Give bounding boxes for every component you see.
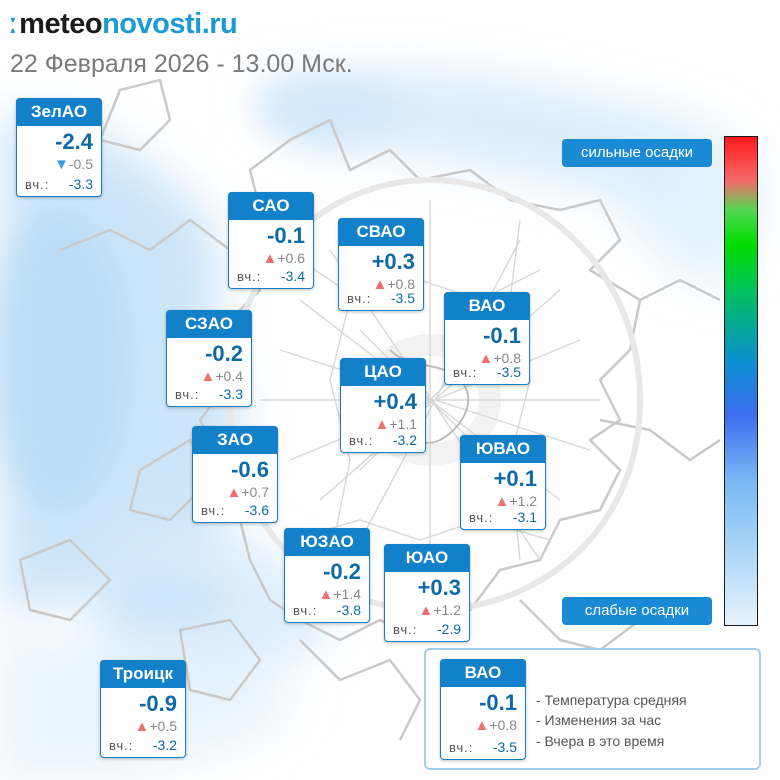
yesterday-label: вч.: <box>469 510 494 525</box>
triangle-up-icon: ▲ <box>478 350 494 367</box>
district-temperature: -0.6 <box>231 457 269 482</box>
district-temperature: -0.2 <box>323 559 361 584</box>
district-yesterday-value: -3.3 <box>68 176 93 192</box>
district-card-svao[interactable]: СВАО +0.3 ▲+0.8 вч.: -3.5 <box>338 218 424 311</box>
district-hourly-change: ▲+1.2 <box>418 602 462 619</box>
logo-text-novosti: novosti.ru <box>102 8 238 40</box>
district-yesterday-value: -3.2 <box>152 737 177 753</box>
yesterday-label: вч.: <box>175 387 200 402</box>
triangle-up-icon: ▲ <box>474 717 490 734</box>
district-yesterday-value: -3.5 <box>390 290 415 306</box>
district-hourly-change: ▲+0.8 <box>372 276 416 293</box>
district-card-cao[interactable]: ЦАО +0.4 ▲+1.1 вч.: -3.2 <box>340 358 426 453</box>
district-yesterday-value: -3.5 <box>496 364 521 380</box>
triangle-up-icon: ▲ <box>494 493 510 510</box>
triangle-down-icon: ▼ <box>54 156 69 173</box>
forecast-datetime: 22 Февраля 2026 - 13.00 Мск. <box>10 50 353 78</box>
district-name: ЦАО <box>340 358 426 386</box>
district-temperature: -0.1 <box>479 690 517 715</box>
scale-label-heavy: сильные осадки <box>562 139 712 167</box>
district-hourly-change: ▲+0.5 <box>134 718 178 735</box>
district-name: ВАО <box>444 292 530 320</box>
logo-text-meteo: meteo <box>19 8 103 40</box>
district-temperature: +0.3 <box>371 249 415 274</box>
district-yesterday-value: -3.2 <box>392 432 417 448</box>
yesterday-label: вч.: <box>349 433 374 448</box>
yesterday-label: вч.: <box>25 177 50 192</box>
district-name: СВАО <box>338 218 424 246</box>
district-name: ЮАО <box>384 544 470 572</box>
district-name: СЗАО <box>166 310 252 338</box>
yesterday-label: вч.: <box>201 503 226 518</box>
yesterday-label: вч.: <box>109 738 134 753</box>
triangle-up-icon: ▲ <box>200 368 216 385</box>
district-yesterday-value: -3.8 <box>336 602 361 618</box>
district-hourly-change: ▲+0.8 <box>478 350 522 367</box>
district-card-zelao[interactable]: ЗелАО -2.4 ▼-0.5 вч.: -3.3 <box>16 98 102 197</box>
district-temperature: -2.4 <box>55 129 93 154</box>
district-temperature: -0.2 <box>205 341 243 366</box>
district-hourly-change: ▼-0.5 <box>54 156 93 173</box>
triangle-up-icon: ▲ <box>226 484 242 501</box>
legend-sample-card: ВАО -0.1 ▲+0.8 вч.: -3.5 <box>440 659 526 760</box>
district-card-yuvao[interactable]: ЮВАО +0.1 ▲+1.2 вч.: -3.1 <box>460 435 546 530</box>
triangle-up-icon: ▲ <box>372 276 388 293</box>
yesterday-label: вч.: <box>237 269 262 284</box>
district-name: ЗАО <box>192 426 278 454</box>
triangle-up-icon: ▲ <box>134 718 150 735</box>
district-hourly-change: ▲+1.4 <box>318 586 362 603</box>
triangle-up-icon: ▲ <box>318 586 334 603</box>
triangle-up-icon: ▲ <box>262 250 278 267</box>
district-yesterday-value: -3.3 <box>218 386 243 402</box>
district-hourly-change: ▲+0.6 <box>262 250 306 267</box>
district-name: ЮВАО <box>460 435 546 463</box>
triangle-up-icon: ▲ <box>418 602 434 619</box>
district-name: ЗелАО <box>16 98 102 126</box>
district-temperature: +0.4 <box>373 389 417 414</box>
district-card-zao[interactable]: ЗАО -0.6 ▲+0.7 вч.: -3.6 <box>192 426 278 523</box>
district-yesterday-value: -3.4 <box>280 268 305 284</box>
yesterday-label: вч.: <box>393 622 418 637</box>
district-name: ЮЗАО <box>284 528 370 556</box>
logo-mark: ː <box>8 8 18 40</box>
district-hourly-change: ▲+0.8 <box>474 717 518 734</box>
precipitation-scale-bar <box>724 136 758 626</box>
district-card-sao[interactable]: САО -0.1 ▲+0.6 вч.: -3.4 <box>228 192 314 289</box>
triangle-up-icon: ▲ <box>374 416 390 433</box>
district-temperature: -0.9 <box>139 691 177 716</box>
district-temperature: +0.3 <box>417 575 461 600</box>
district-card-troitsk[interactable]: Троицк -0.9 ▲+0.5 вч.: -3.2 <box>100 660 186 758</box>
legend-line-yesterday: - Вчера в это время <box>536 733 665 749</box>
district-temperature: -0.1 <box>483 323 521 348</box>
district-name: САО <box>228 192 314 220</box>
legend-line-change: - Изменения за час <box>536 712 662 728</box>
district-hourly-change: ▲+1.2 <box>494 493 538 510</box>
legend: ВАО -0.1 ▲+0.8 вч.: -3.5 - Температура с… <box>424 648 761 770</box>
yesterday-label: вч.: <box>347 291 372 306</box>
district-yesterday-value: -3.1 <box>512 509 537 525</box>
district-hourly-change: ▲+0.7 <box>226 484 270 501</box>
site-logo[interactable]: ːmeteonovosti.ru <box>8 8 238 41</box>
district-temperature: +0.1 <box>493 466 537 491</box>
district-temperature: -0.1 <box>267 223 305 248</box>
district-hourly-change: ▲+0.4 <box>200 368 244 385</box>
district-hourly-change: ▲+1.1 <box>374 416 418 433</box>
district-name: ВАО <box>440 659 526 687</box>
district-yesterday-value: -3.6 <box>244 502 269 518</box>
yesterday-label: вч.: <box>453 365 478 380</box>
district-yesterday-value: -2.9 <box>436 621 461 637</box>
district-yesterday-value: -3.5 <box>492 739 517 755</box>
legend-line-temperature: - Температура средняя <box>536 692 687 708</box>
district-card-yuao[interactable]: ЮАО +0.3 ▲+1.2 вч.: -2.9 <box>384 544 470 642</box>
district-name: Троицк <box>100 660 186 688</box>
yesterday-label: вч.: <box>293 603 318 618</box>
district-card-szao[interactable]: СЗАО -0.2 ▲+0.4 вч.: -3.3 <box>166 310 252 407</box>
yesterday-label: вч.: <box>449 740 474 755</box>
district-card-vao[interactable]: ВАО -0.1 ▲+0.8 вч.: -3.5 <box>444 292 530 385</box>
district-card-yuzao[interactable]: ЮЗАО -0.2 ▲+1.4 вч.: -3.8 <box>284 528 370 623</box>
scale-label-light: слабые осадки <box>562 597 712 625</box>
